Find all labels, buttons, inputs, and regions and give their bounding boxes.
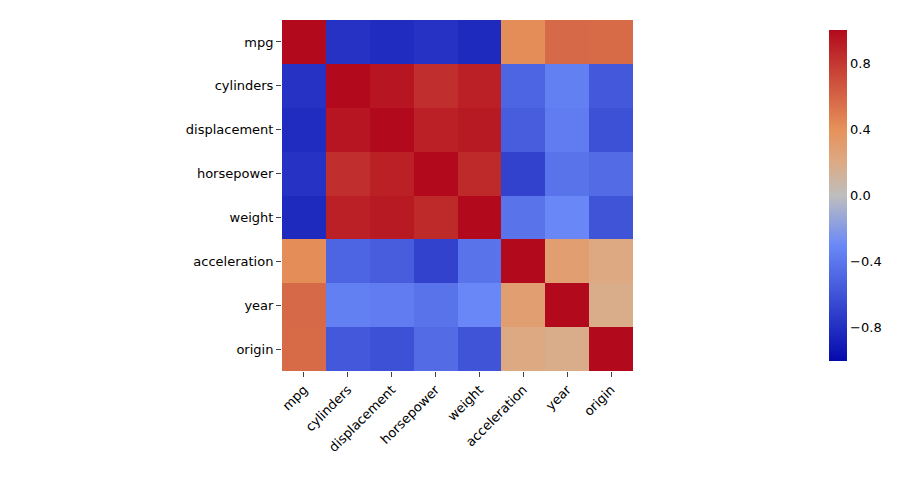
- svg-text:weight: weight: [230, 210, 274, 225]
- svg-text:mpg: mpg: [279, 382, 310, 413]
- svg-text:0.0: 0.0: [850, 188, 871, 203]
- svg-text:cylinders: cylinders: [215, 78, 274, 93]
- svg-text:displacement: displacement: [326, 382, 399, 455]
- svg-text:0.4: 0.4: [850, 122, 871, 137]
- svg-text:horsepower: horsepower: [378, 382, 443, 447]
- svg-text:−0.8: −0.8: [850, 320, 882, 335]
- svg-text:mpg: mpg: [244, 34, 273, 49]
- svg-text:acceleration: acceleration: [463, 382, 530, 449]
- svg-text:origin: origin: [581, 382, 618, 419]
- svg-text:weight: weight: [445, 382, 487, 424]
- svg-text:horsepower: horsepower: [197, 166, 274, 181]
- svg-text:year: year: [244, 298, 274, 313]
- svg-text:year: year: [543, 382, 575, 414]
- svg-text:0.8: 0.8: [850, 56, 871, 71]
- svg-text:displacement: displacement: [186, 122, 274, 137]
- svg-text:acceleration: acceleration: [193, 254, 273, 269]
- svg-text:−0.4: −0.4: [850, 254, 882, 269]
- svg-text:origin: origin: [236, 342, 273, 357]
- svg-text:cylinders: cylinders: [302, 382, 354, 434]
